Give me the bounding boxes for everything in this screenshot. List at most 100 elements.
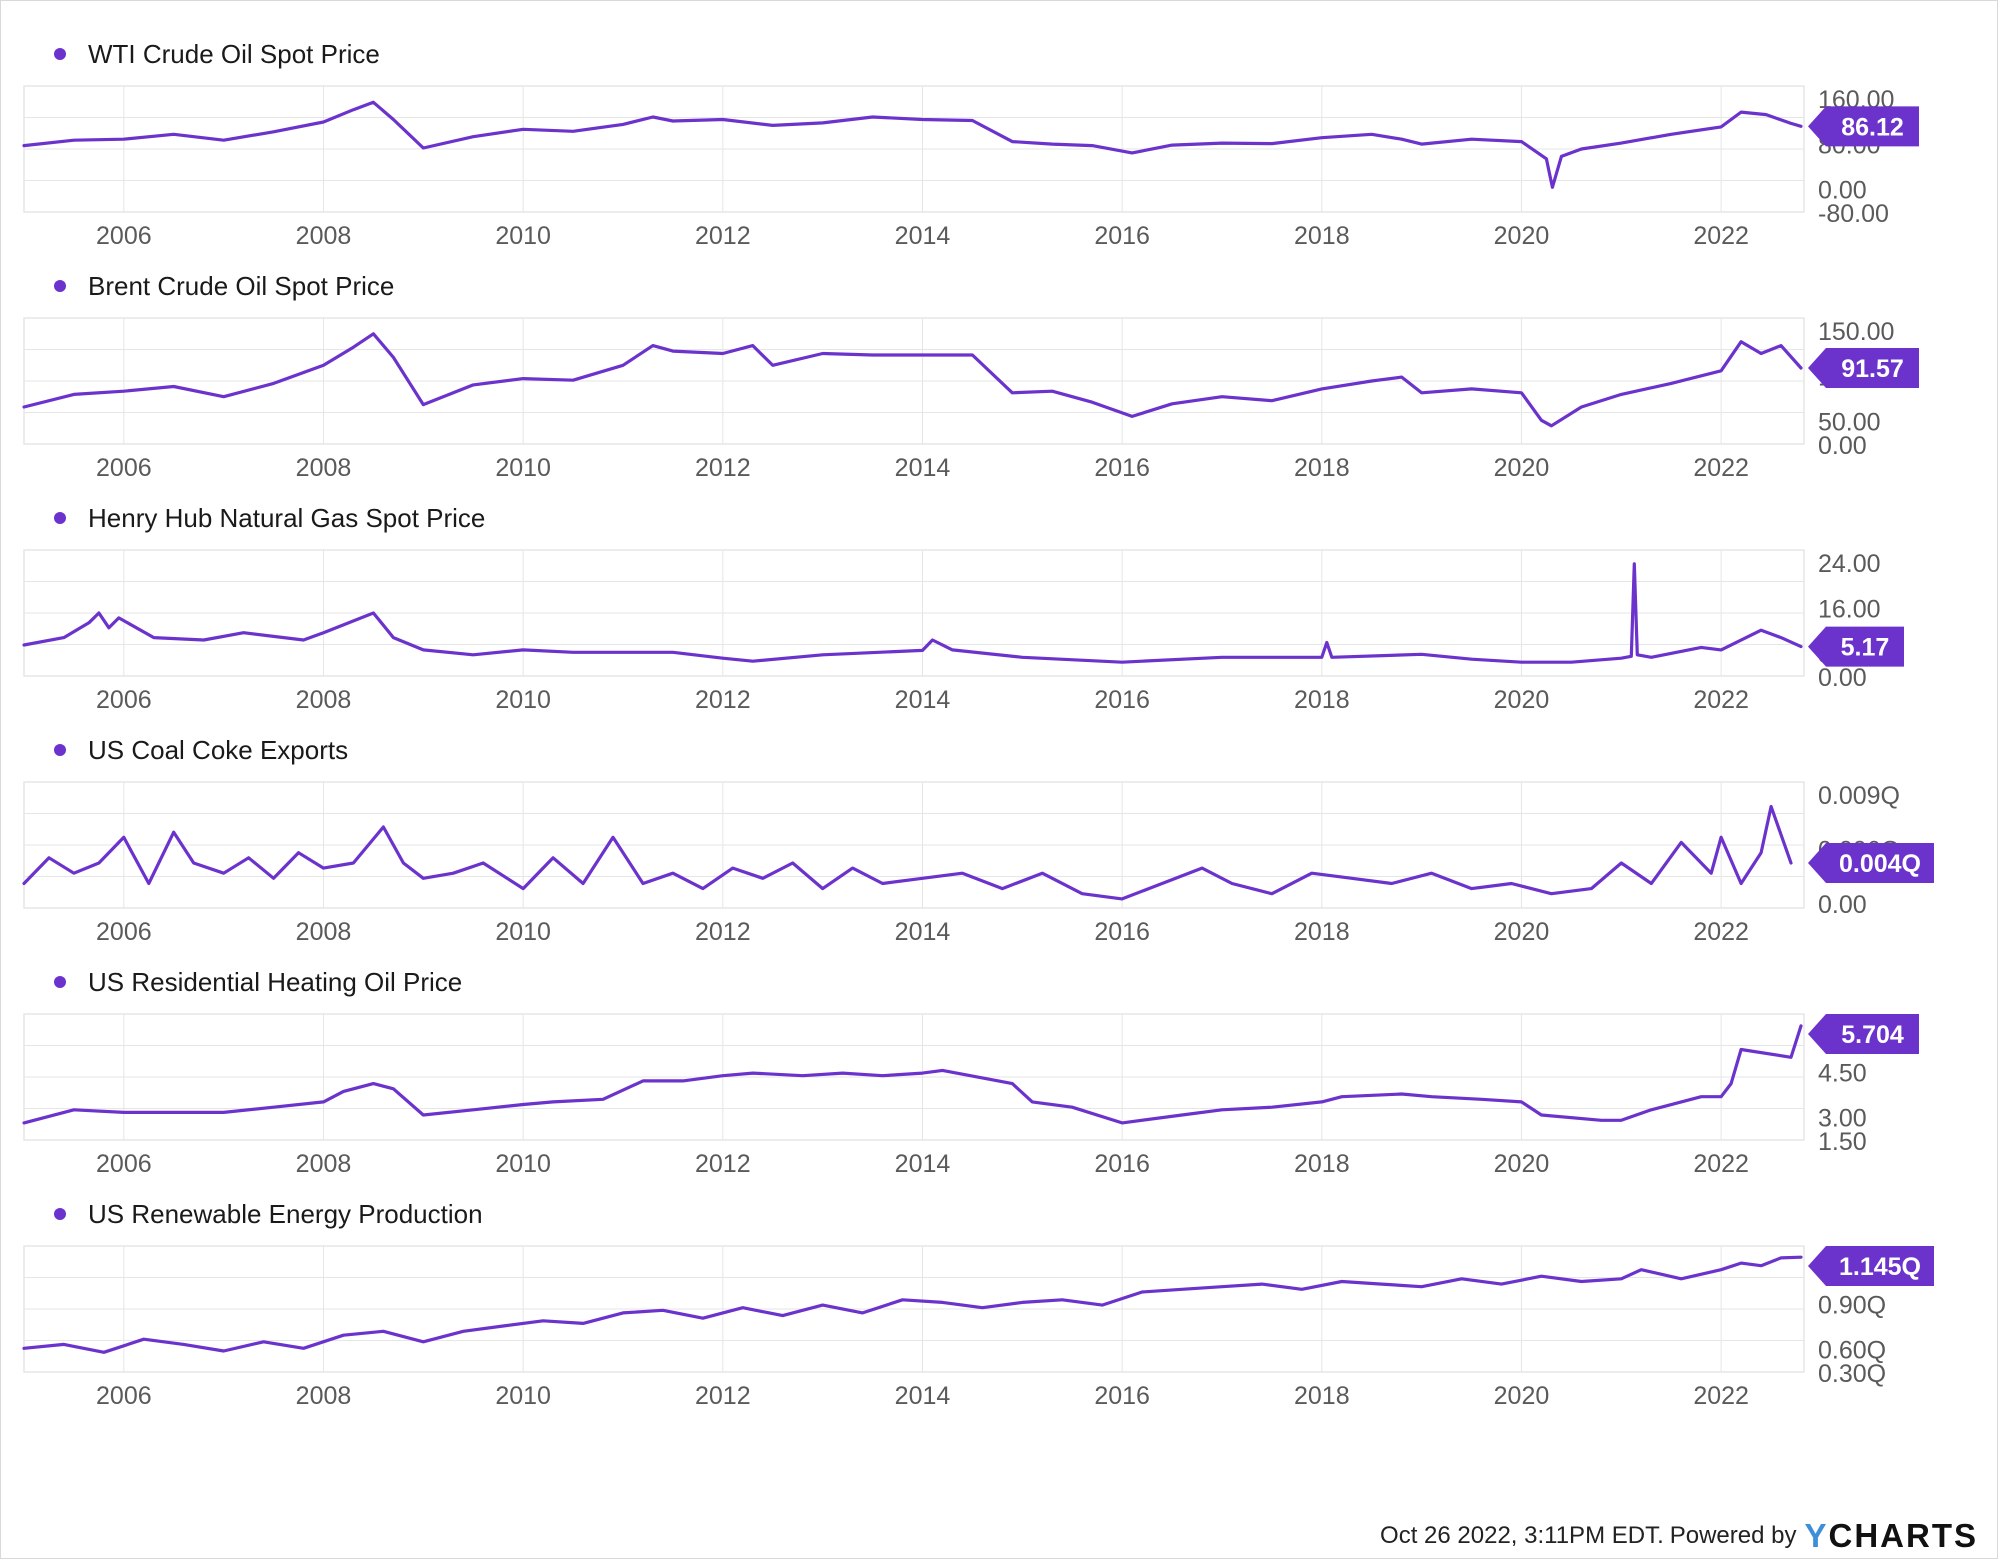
y-tick-label: 0.00 xyxy=(1818,664,1867,692)
series-dot xyxy=(54,744,66,756)
series-dot xyxy=(54,1208,66,1220)
y-tick-label: 0.90Q xyxy=(1818,1291,1886,1319)
last-value-label: 1.145Q xyxy=(1839,1253,1921,1281)
x-tick-label: 2018 xyxy=(1294,222,1350,250)
last-value-label: 86.12 xyxy=(1841,113,1904,141)
ycharts-logo[interactable]: YCHARTS xyxy=(1804,1517,1978,1554)
x-tick-label: 2014 xyxy=(895,222,951,250)
x-tick-label: 2006 xyxy=(96,686,152,714)
y-tick-label: 0.30Q xyxy=(1818,1360,1886,1388)
series-dot xyxy=(54,48,66,60)
x-tick-label: 2014 xyxy=(895,918,951,946)
x-tick-label: 2010 xyxy=(495,686,551,714)
x-tick-label: 2012 xyxy=(695,1150,751,1178)
chart-title: US Residential Heating Oil Price xyxy=(88,967,462,997)
x-tick-label: 2022 xyxy=(1693,1382,1749,1410)
x-tick-label: 2006 xyxy=(96,1150,152,1178)
chart-title: Brent Crude Oil Spot Price xyxy=(88,271,394,301)
last-value-label: 0.004Q xyxy=(1839,850,1921,878)
y-tick-label: 0.00 xyxy=(1818,891,1867,919)
x-tick-label: 2016 xyxy=(1094,1382,1150,1410)
x-tick-label: 2014 xyxy=(895,1382,951,1410)
last-value-label: 91.57 xyxy=(1841,355,1904,383)
last-value-badge xyxy=(1808,1014,1919,1054)
x-tick-label: 2022 xyxy=(1693,686,1749,714)
x-tick-label: 2006 xyxy=(96,454,152,482)
x-tick-label: 2018 xyxy=(1294,918,1350,946)
y-tick-label: 1.50 xyxy=(1818,1128,1867,1156)
x-tick-label: 2012 xyxy=(695,1382,751,1410)
last-value-badge xyxy=(1808,842,1934,883)
x-tick-label: 2018 xyxy=(1294,454,1350,482)
last-value-label: 5.704 xyxy=(1841,1021,1904,1049)
x-tick-label: 2018 xyxy=(1294,1382,1350,1410)
x-tick-label: 2020 xyxy=(1494,686,1550,714)
x-tick-label: 2006 xyxy=(96,1382,152,1410)
x-tick-label: 2016 xyxy=(1094,918,1150,946)
x-tick-label: 2010 xyxy=(495,454,551,482)
chart-title: WTI Crude Oil Spot Price xyxy=(88,39,380,69)
x-tick-label: 2010 xyxy=(495,1150,551,1178)
chart-title: US Renewable Energy Production xyxy=(88,1199,483,1229)
y-tick-label: -80.00 xyxy=(1818,200,1889,228)
x-tick-label: 2020 xyxy=(1494,1150,1550,1178)
footer-timestamp: Oct 26 2022, 3:11PM EDT. xyxy=(1380,1522,1664,1549)
x-tick-label: 2020 xyxy=(1494,222,1550,250)
last-value-badge xyxy=(1808,626,1904,667)
series-line xyxy=(22,804,1793,901)
x-tick-label: 2012 xyxy=(695,918,751,946)
series-line xyxy=(22,332,1803,428)
x-tick-label: 2022 xyxy=(1693,1150,1749,1178)
last-value-label: 5.17 xyxy=(1841,634,1890,662)
chart-title: Henry Hub Natural Gas Spot Price xyxy=(88,503,485,533)
chart-title: US Coal Coke Exports xyxy=(88,735,348,765)
x-tick-label: 2008 xyxy=(296,918,352,946)
x-tick-label: 2022 xyxy=(1693,222,1749,250)
series-line xyxy=(22,100,1803,189)
x-tick-label: 2016 xyxy=(1094,222,1150,250)
x-tick-label: 2008 xyxy=(296,454,352,482)
x-tick-label: 2010 xyxy=(495,1382,551,1410)
x-tick-label: 2010 xyxy=(495,918,551,946)
footer: Oct 26 2022, 3:11PM EDT. Powered by YCHA… xyxy=(1380,1516,1978,1556)
y-tick-label: 16.00 xyxy=(1818,595,1881,623)
x-tick-label: 2018 xyxy=(1294,686,1350,714)
series-dot xyxy=(54,512,66,524)
x-tick-label: 2008 xyxy=(296,1150,352,1178)
x-tick-label: 2006 xyxy=(96,222,152,250)
y-tick-label: 50.00 xyxy=(1818,409,1881,437)
x-tick-label: 2014 xyxy=(895,686,951,714)
y-tick-label: 4.50 xyxy=(1818,1059,1867,1087)
y-tick-label: 3.00 xyxy=(1818,1105,1867,1133)
x-tick-label: 2012 xyxy=(695,686,751,714)
x-tick-label: 2016 xyxy=(1094,454,1150,482)
x-tick-label: 2022 xyxy=(1693,454,1749,482)
footer-powered-by: Powered by xyxy=(1669,1522,1797,1549)
x-tick-label: 2014 xyxy=(895,1150,951,1178)
series-line xyxy=(22,1255,1803,1354)
last-value-badge xyxy=(1808,347,1919,388)
y-tick-label: 0.009Q xyxy=(1818,782,1900,810)
x-tick-label: 2016 xyxy=(1094,1150,1150,1178)
x-tick-label: 2022 xyxy=(1693,918,1749,946)
x-tick-label: 2012 xyxy=(695,454,751,482)
y-tick-label: 0.00 xyxy=(1818,432,1867,460)
x-tick-label: 2018 xyxy=(1294,1150,1350,1178)
x-tick-label: 2020 xyxy=(1494,454,1550,482)
last-value-badge xyxy=(1808,106,1919,147)
y-tick-label: 0.60Q xyxy=(1818,1337,1886,1365)
x-tick-label: 2020 xyxy=(1494,1382,1550,1410)
last-value-badge xyxy=(1808,1246,1934,1286)
x-tick-label: 2020 xyxy=(1494,918,1550,946)
series-dot xyxy=(54,976,66,988)
series-dot xyxy=(54,280,66,292)
x-tick-label: 2008 xyxy=(296,222,352,250)
x-tick-label: 2006 xyxy=(96,918,152,946)
y-tick-label: 24.00 xyxy=(1818,550,1881,578)
series-line xyxy=(22,562,1803,664)
x-tick-label: 2012 xyxy=(695,222,751,250)
y-tick-label: 0.00 xyxy=(1818,177,1867,205)
series-line xyxy=(22,1024,1803,1125)
